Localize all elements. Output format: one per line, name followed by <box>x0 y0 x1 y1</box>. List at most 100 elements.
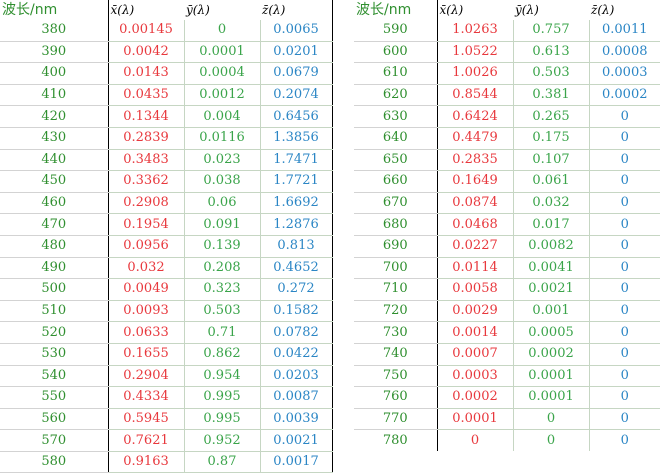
wavelength-cell: 720 <box>354 300 437 323</box>
z-bar-cell: 0 <box>589 235 660 258</box>
header-z-bar: z̄(λ) <box>591 3 615 17</box>
y-bar-cell: 0.0002 <box>513 343 590 366</box>
table-row: 530 0.1655 0.862 0.0422 <box>0 343 333 366</box>
table-row: 560 0.5945 0.995 0.0039 <box>0 408 333 431</box>
z-bar-cell: 0 <box>589 300 660 323</box>
z-bar-cell: 0 <box>620 432 629 448</box>
z-bar-cell: 1.6692 <box>260 192 333 215</box>
wavelength-cell: 620 <box>354 84 437 107</box>
y-bar-cell: 0.0116 <box>184 127 261 150</box>
y-bar-cell: 0.87 <box>184 451 261 473</box>
x-bar-cell: 1.0026 <box>436 62 514 85</box>
z-bar-cell: 1.7721 <box>260 170 333 193</box>
y-bar-cell: 0.038 <box>184 170 261 193</box>
table-row: 730 0.0014 0.0005 0 <box>354 321 660 344</box>
table-row: 610 1.0026 0.503 0.0003 <box>354 62 660 85</box>
x-bar-cell: 0.0058 <box>436 278 514 301</box>
wavelength-cell: 470 <box>0 213 108 236</box>
y-bar-cell: 0.0001 <box>513 386 590 409</box>
x-bar-cell: 0.0002 <box>436 386 514 409</box>
x-bar-cell: 0.0435 <box>107 84 185 107</box>
x-bar-cell: 0.0114 <box>436 257 514 280</box>
z-bar-cell: 0 <box>589 321 660 344</box>
z-bar-cell: 0 <box>589 365 660 388</box>
wavelength-cell: 780 <box>382 432 408 448</box>
table-row: 540 0.2904 0.954 0.0203 <box>0 365 333 388</box>
z-bar-cell: 0 <box>589 257 660 280</box>
x-bar-cell: 0.00145 <box>107 20 185 42</box>
wavelength-cell: 490 <box>0 257 108 280</box>
x-bar-cell: 0.0093 <box>107 300 185 323</box>
table-row: 450 0.3362 0.038 1.7721 <box>0 170 333 193</box>
x-bar-cell: 0.1954 <box>107 213 185 236</box>
table-row: 580 0.9163 0.87 0.0017 <box>0 451 333 473</box>
table-row: 680 0.0468 0.017 0 <box>354 213 660 236</box>
table-row: 470 0.1954 0.091 1.2876 <box>0 213 333 236</box>
table-row: 620 0.8544 0.381 0.0002 <box>354 84 660 107</box>
header-y-bar: ȳ(λ) <box>186 3 210 17</box>
table-row: 420 0.1344 0.004 0.6456 <box>0 105 333 128</box>
wavelength-cell: 700 <box>354 257 437 280</box>
x-bar-cell: 0.9163 <box>107 451 185 473</box>
header-y-bar: ȳ(λ) <box>515 3 539 17</box>
z-bar-cell: 0.0201 <box>260 41 333 64</box>
x-bar-cell: 0.0007 <box>436 343 514 366</box>
x-bar-cell: 0.1649 <box>436 170 514 193</box>
y-bar-cell: 0.139 <box>184 235 261 258</box>
y-bar-cell: 0.0082 <box>513 235 590 258</box>
wavelength-cell: 630 <box>354 105 437 128</box>
table-row: 780 0 0 0 <box>354 429 660 451</box>
header-z-bar: z̄(λ) <box>260 0 333 20</box>
wavelength-cell: 550 <box>0 386 108 409</box>
table-row: 430 0.2839 0.0116 1.3856 <box>0 127 333 150</box>
y-bar-cell: 0.032 <box>513 192 590 215</box>
table-row: 400 0.0143 0.0004 0.0679 <box>0 62 333 85</box>
table-row: 600 1.0522 0.613 0.0008 <box>354 41 660 64</box>
wavelength-cell: 760 <box>354 386 437 409</box>
x-bar-cell: 0.0001 <box>436 408 514 431</box>
z-bar-cell: 0.0203 <box>260 365 333 388</box>
z-bar-cell: 0 <box>589 343 660 366</box>
table-row: 500 0.0049 0.323 0.272 <box>0 278 333 301</box>
x-bar-cell: 0.2835 <box>436 149 514 172</box>
x-bar-cell: 0.4334 <box>107 386 185 409</box>
x-bar-cell: 0.0014 <box>436 321 514 344</box>
table-row: 440 0.3483 0.023 1.7471 <box>0 149 333 172</box>
z-bar-cell: 0.0039 <box>260 408 333 431</box>
z-bar-cell: 1.2876 <box>260 213 333 236</box>
z-bar-cell: 0.0021 <box>260 429 333 452</box>
y-bar-cell: 0.613 <box>513 41 590 64</box>
x-bar-cell: 0.2839 <box>107 127 185 150</box>
z-bar-cell: 0.4652 <box>260 257 333 280</box>
y-bar-cell: 0.503 <box>184 300 261 323</box>
x-bar-cell: 1.0263 <box>436 20 514 42</box>
wavelength-cell: 610 <box>354 62 437 85</box>
y-bar-cell: 0.0012 <box>184 84 261 107</box>
y-bar-cell: 0 <box>513 429 590 451</box>
z-bar-cell: 1.7471 <box>260 149 333 172</box>
wavelength-cell: 540 <box>0 365 108 388</box>
table-row: 750 0.0003 0.0001 0 <box>354 365 660 388</box>
table-row: 590 1.0263 0.757 0.0011 <box>354 20 660 42</box>
table-row: 390 0.0042 0.0001 0.0201 <box>0 41 333 64</box>
x-bar-cell: 0.0633 <box>107 321 185 344</box>
z-bar-cell: 0.0679 <box>260 62 333 85</box>
x-bar-cell: 0.0042 <box>107 41 185 64</box>
x-bar-cell: 0.0049 <box>107 278 185 301</box>
table-row: 670 0.0874 0.032 0 <box>354 192 660 215</box>
y-bar-cell: 0.265 <box>513 105 590 128</box>
x-bar-cell: 0.5945 <box>107 408 185 431</box>
wavelength-cell: 480 <box>0 235 108 258</box>
wavelength-cell: 530 <box>0 343 108 366</box>
wavelength-cell: 750 <box>354 365 437 388</box>
wavelength-cell: 500 <box>0 278 108 301</box>
header-row: 波长/nm x̄(λ) ȳ(λ) z̄(λ) <box>354 0 660 20</box>
table-row: 490 0.032 0.208 0.4652 <box>0 257 333 280</box>
table-row: 570 0.7621 0.952 0.0021 <box>0 429 333 452</box>
x-bar-cell: 1.0522 <box>436 41 514 64</box>
y-bar-cell: 0.0041 <box>513 257 590 280</box>
wavelength-cell: 730 <box>354 321 437 344</box>
y-bar-cell: 0.0021 <box>513 278 590 301</box>
table-row: 740 0.0007 0.0002 0 <box>354 343 660 366</box>
x-bar-cell: 0 <box>436 429 514 451</box>
